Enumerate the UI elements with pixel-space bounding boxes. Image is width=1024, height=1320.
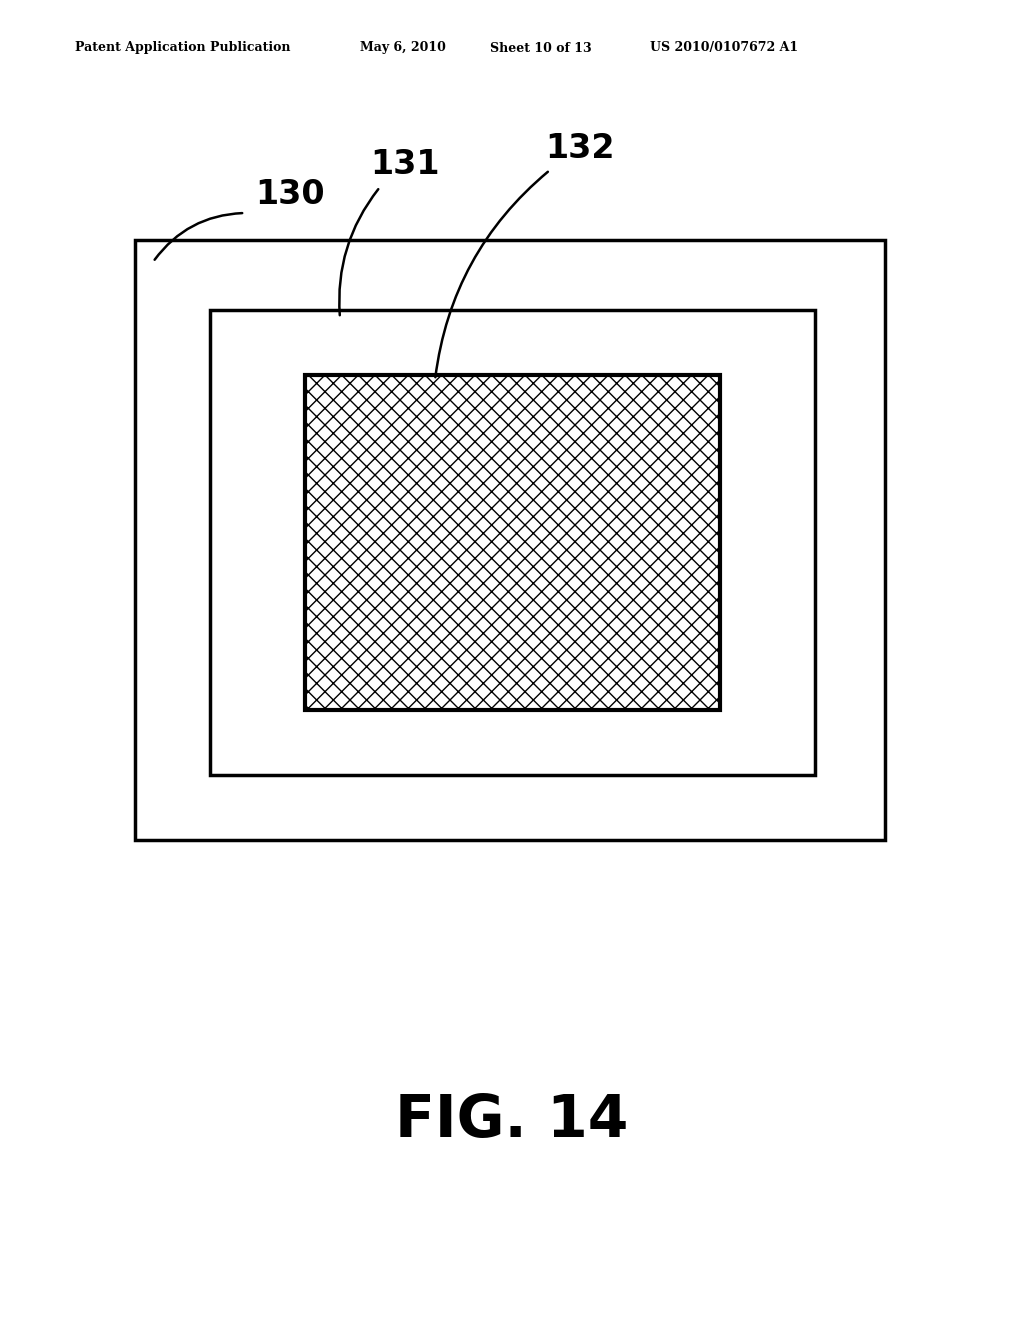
Text: May 6, 2010: May 6, 2010 xyxy=(360,41,445,54)
Text: FIG. 14: FIG. 14 xyxy=(395,1092,629,1148)
Bar xyxy=(135,240,885,840)
Text: 131: 131 xyxy=(370,149,439,181)
Bar xyxy=(305,375,720,710)
Text: Patent Application Publication: Patent Application Publication xyxy=(75,41,291,54)
Text: 132: 132 xyxy=(545,132,614,165)
Text: US 2010/0107672 A1: US 2010/0107672 A1 xyxy=(650,41,798,54)
Bar xyxy=(210,310,815,775)
Text: 130: 130 xyxy=(255,178,325,211)
Text: Sheet 10 of 13: Sheet 10 of 13 xyxy=(490,41,592,54)
